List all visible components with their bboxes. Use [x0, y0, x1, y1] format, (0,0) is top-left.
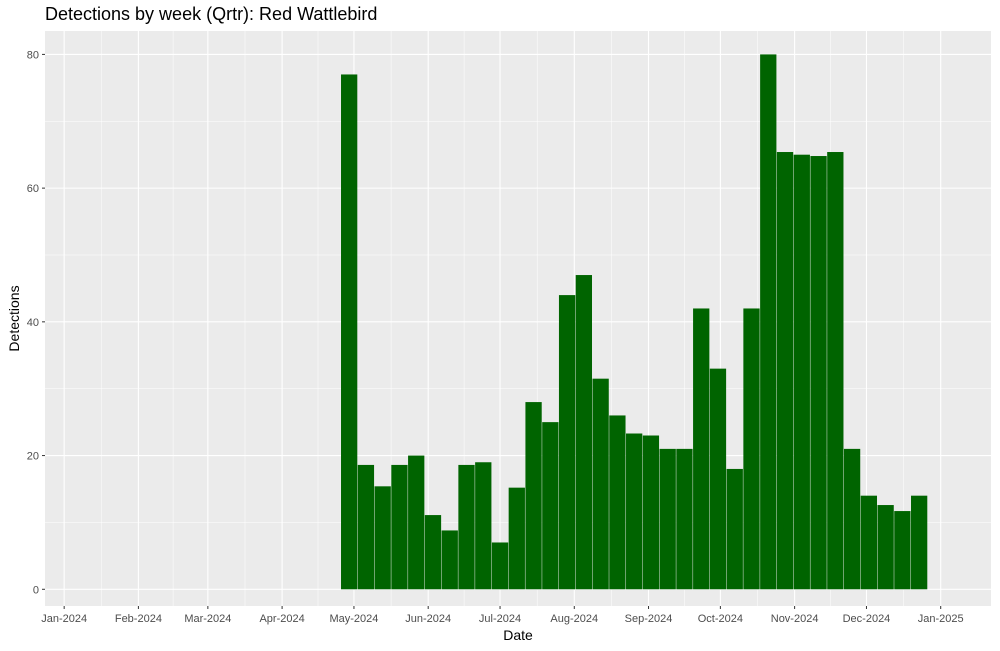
- x-tick-label: Jan-2025: [918, 613, 964, 625]
- y-tick-label: 40: [27, 317, 39, 329]
- bar: [743, 308, 760, 590]
- x-tick-label: Sep-2024: [625, 613, 673, 625]
- bar: [341, 74, 358, 590]
- bar: [709, 368, 727, 590]
- bar: [542, 422, 559, 590]
- bar: [558, 295, 576, 590]
- x-tick-label: Aug-2024: [550, 613, 598, 625]
- bar: [676, 448, 693, 590]
- x-axis-label: Date: [503, 627, 533, 643]
- x-tick-label: Jul-2024: [479, 613, 521, 625]
- x-tick-label: Dec-2024: [843, 613, 891, 625]
- bar: [357, 464, 375, 590]
- y-axis: 0 20 40 60 80: [27, 49, 45, 596]
- bar: [441, 530, 458, 590]
- bar: [458, 464, 475, 590]
- x-tick-label: Feb-2024: [115, 613, 162, 625]
- x-tick-label: May-2024: [329, 613, 378, 625]
- y-tick-label: 80: [27, 49, 39, 61]
- y-tick-label: 20: [27, 451, 39, 463]
- bar: [877, 505, 894, 590]
- bar: [693, 308, 710, 590]
- y-tick-label: 0: [33, 584, 39, 596]
- chart-title: Detections by week (Qrtr): Red Wattlebir…: [45, 4, 378, 24]
- bar: [408, 455, 425, 590]
- bar: [374, 486, 391, 590]
- x-axis: Jan-2024 Feb-2024 Mar-2024 Apr-2024 May-2024…: [41, 606, 964, 625]
- bar: [626, 433, 643, 590]
- bar: [424, 515, 442, 590]
- bar: [659, 448, 676, 590]
- bar: [776, 152, 794, 590]
- bar: [391, 464, 408, 590]
- bar: [609, 415, 626, 590]
- bar: [860, 495, 878, 590]
- bar: [525, 402, 542, 590]
- bar: [911, 495, 928, 590]
- bar: [760, 54, 777, 590]
- x-tick-label: Jun-2024: [405, 613, 451, 625]
- bar: [508, 487, 525, 590]
- x-tick-label: Oct-2024: [698, 613, 743, 625]
- bar: [827, 152, 844, 590]
- bar: [592, 378, 609, 590]
- y-tick-label: 60: [27, 183, 39, 195]
- bar: [491, 542, 509, 590]
- x-tick-label: Nov-2024: [771, 613, 819, 625]
- x-tick-label: Jan-2024: [41, 613, 87, 625]
- y-axis-label: Detections: [6, 285, 22, 351]
- bar: [843, 448, 861, 590]
- bars: [341, 54, 928, 590]
- bar: [726, 468, 743, 590]
- bar: [575, 275, 593, 590]
- x-tick-label: Mar-2024: [184, 613, 231, 625]
- bar: [810, 156, 827, 590]
- bar: [793, 154, 810, 590]
- x-tick-label: Apr-2024: [259, 613, 304, 625]
- bar: [475, 462, 492, 590]
- bar: [894, 511, 911, 590]
- bar: [642, 435, 660, 590]
